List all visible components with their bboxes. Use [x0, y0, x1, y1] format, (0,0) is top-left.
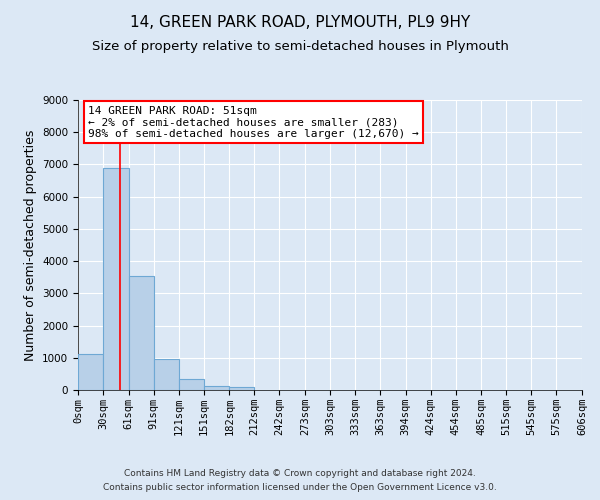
Bar [103, 168, 129, 390]
Bar [179, 379, 203, 390]
Text: Contains public sector information licensed under the Open Government Licence v3: Contains public sector information licen… [103, 484, 497, 492]
Y-axis label: Number of semi-detached properties: Number of semi-detached properties [23, 130, 37, 360]
Bar [203, 386, 229, 390]
Bar [154, 359, 179, 390]
Text: Size of property relative to semi-detached houses in Plymouth: Size of property relative to semi-detach… [92, 40, 508, 53]
Text: 14 GREEN PARK ROAD: 51sqm
← 2% of semi-detached houses are smaller (283)
98% of : 14 GREEN PARK ROAD: 51sqm ← 2% of semi-d… [88, 106, 419, 139]
Text: 14, GREEN PARK ROAD, PLYMOUTH, PL9 9HY: 14, GREEN PARK ROAD, PLYMOUTH, PL9 9HY [130, 15, 470, 30]
Text: Contains HM Land Registry data © Crown copyright and database right 2024.: Contains HM Land Registry data © Crown c… [124, 468, 476, 477]
Bar [78, 354, 103, 390]
Bar [129, 276, 154, 390]
Bar [229, 386, 254, 390]
